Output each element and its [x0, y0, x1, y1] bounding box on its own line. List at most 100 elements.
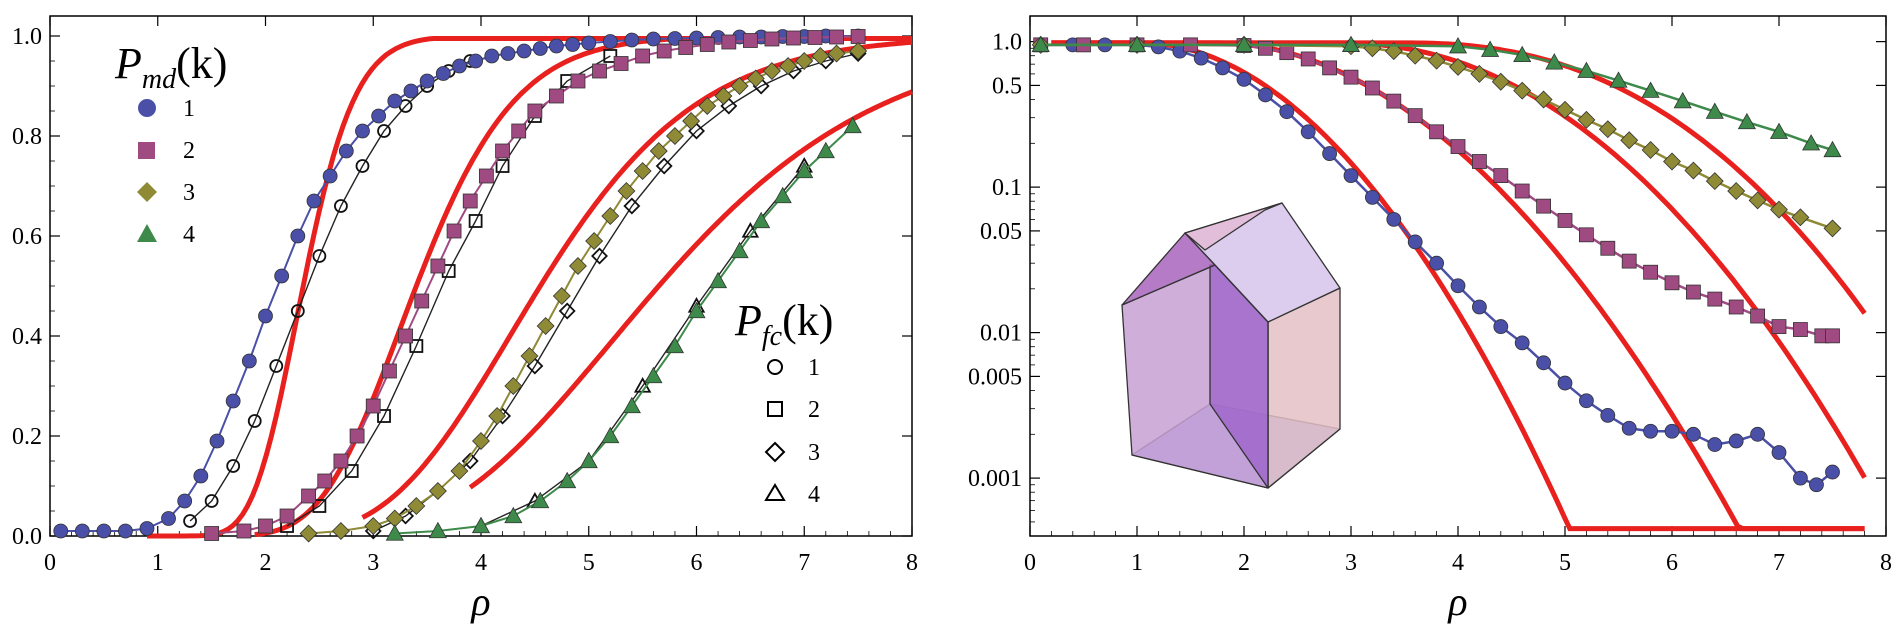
right-series-point [1343, 69, 1359, 85]
left-ytick-label: 1.0 [12, 24, 42, 50]
legend-md-marker-1 [138, 99, 156, 117]
left-fc-point [591, 247, 608, 265]
left-md-point [118, 523, 133, 539]
left-md-point [139, 521, 155, 536]
left-md-point [649, 142, 668, 160]
left-md-point [428, 482, 447, 500]
left-md-point [241, 353, 257, 369]
left-md-point [387, 93, 403, 109]
right-series-point [1750, 426, 1765, 442]
right-series-point [1728, 299, 1744, 315]
legend-fc-title: Pfc(k) [734, 296, 833, 352]
right-series-point [1472, 299, 1487, 315]
left-md-point [446, 223, 462, 239]
left-md-point [569, 257, 587, 275]
right-series-point [1641, 81, 1660, 98]
left-plot-frame [49, 15, 913, 537]
right-series-point [1577, 110, 1596, 129]
left-md-point [549, 88, 564, 104]
left-md-point [338, 143, 354, 159]
left-md-point [428, 521, 447, 539]
left-md-point [317, 473, 333, 489]
inset-polyhedron [1121, 202, 1341, 489]
left-fc-line-4 [480, 165, 805, 527]
right-series-point [1600, 407, 1616, 423]
right-series-point [1673, 91, 1692, 109]
right-series-point [1770, 200, 1788, 219]
left-md-point [527, 103, 543, 119]
left-md-point [773, 186, 792, 204]
right-series-point [1407, 234, 1423, 250]
right-series-point [1621, 253, 1637, 269]
left-xtick-label: 6 [691, 550, 703, 576]
left-xtick-label: 5 [583, 550, 595, 576]
right-series-point [1577, 61, 1596, 78]
left-fc-point [204, 494, 219, 508]
left-md-point [177, 493, 193, 509]
legend-md-marker-2 [138, 142, 155, 159]
right-series-point [1684, 161, 1703, 180]
right-series-point [1481, 40, 1500, 57]
right-ytick-label: 1.0 [992, 30, 1022, 56]
right-series-point [1407, 108, 1423, 124]
left-fc-point [377, 124, 391, 138]
left-fc-point [269, 359, 284, 373]
left-md-point [161, 511, 176, 526]
left-ytick-label: 0.2 [12, 424, 42, 450]
right-series-point [1449, 57, 1467, 76]
right-series-point [1322, 60, 1337, 76]
right-series-point [1707, 291, 1723, 307]
right-series-point [1643, 264, 1658, 280]
left-md-point [795, 161, 814, 179]
left-md-point [382, 363, 397, 379]
right-series-point [1450, 278, 1466, 294]
left-fc-series [183, 45, 867, 540]
right-series-point [1750, 308, 1765, 324]
legend-md-label-3: 3 [183, 180, 195, 206]
left-md-point [552, 287, 571, 305]
left-xtick-label: 8 [906, 550, 918, 576]
right-series-point [1258, 87, 1273, 103]
left-md-point [301, 488, 317, 504]
legend-fc-marker-3 [764, 441, 786, 463]
left-xtick-label: 7 [798, 550, 810, 576]
left-md-point [452, 58, 467, 74]
left-md-point [495, 143, 510, 159]
left-md-point [602, 34, 618, 49]
left-fc-point [247, 414, 262, 428]
left-fc-point [397, 507, 415, 525]
right-ytick-label: 0.1 [992, 175, 1022, 201]
left-fc-point [355, 159, 370, 173]
right-series-point [1386, 211, 1402, 227]
left-md-point [532, 41, 548, 56]
left-md-point [742, 33, 758, 48]
left-md-point [236, 523, 252, 539]
left-fc-point [312, 499, 327, 513]
left-md-point [258, 308, 273, 324]
legend-md-marker-4 [137, 224, 157, 242]
right-series-point [1341, 35, 1361, 52]
legend-fc-marker-2 [767, 401, 783, 417]
right-series-point [1472, 154, 1487, 169]
left-md-point [279, 508, 295, 524]
right-series-point [1215, 60, 1230, 76]
right-series-point [1728, 433, 1744, 449]
left-md-point [407, 497, 426, 515]
left-md-point [511, 123, 527, 139]
left-md-point [558, 471, 577, 489]
right-series-point [1279, 104, 1295, 120]
right-series-point [1809, 477, 1824, 493]
left-fc-point [334, 199, 348, 213]
left-md-point [504, 506, 523, 524]
left-md-point [635, 48, 651, 64]
left-md-point [807, 30, 823, 45]
left-fc-point [603, 49, 618, 63]
left-md-point [225, 393, 241, 409]
left-md-point [549, 38, 564, 54]
left-md-point [430, 258, 446, 274]
left-xtick-label: 3 [367, 550, 379, 576]
left-fc-point [290, 304, 305, 318]
left-md-point [665, 336, 685, 354]
left-md-point [779, 57, 798, 75]
left-md-point [829, 29, 844, 45]
